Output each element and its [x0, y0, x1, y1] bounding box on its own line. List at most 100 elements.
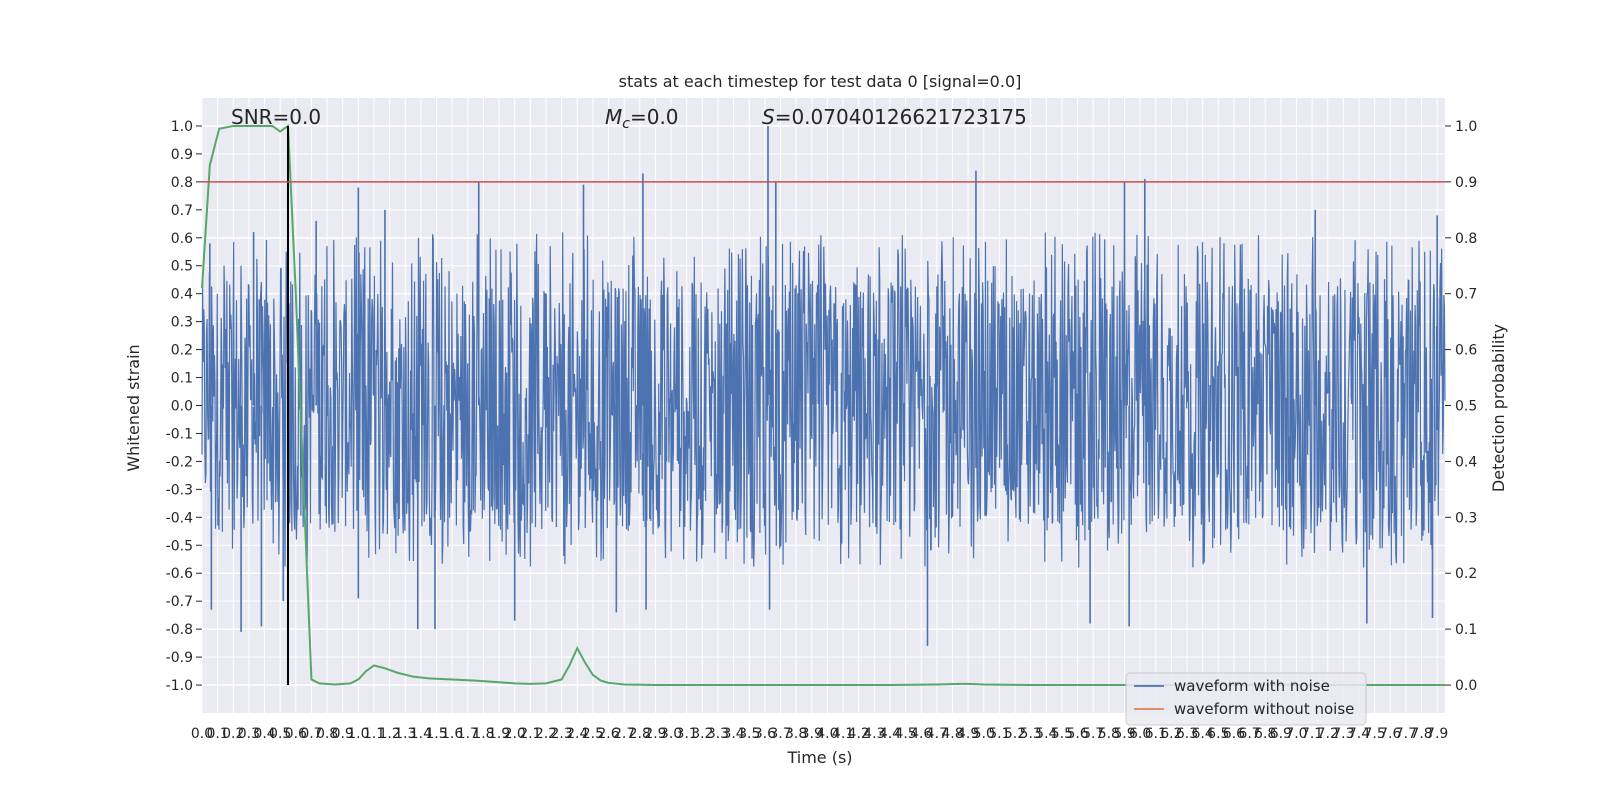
y2-tick-label: 0.3: [1455, 510, 1477, 526]
x-tick-label: 3.0: [660, 726, 682, 742]
x-tick-label: 7.6: [1379, 726, 1401, 742]
y-axis-ticks: 1.0 0.9 0.8 0.7 0.6 0.5 0.4 0.3 0.2 0.1 0.0 -0.1 -0.…: [166, 119, 202, 694]
y2-tick-label: 0.0: [1455, 678, 1477, 694]
x-tick-label: 6.8: [1254, 726, 1276, 742]
x-tick-label: 4.3: [863, 726, 885, 742]
x-tick-label: 7.4: [1348, 726, 1370, 742]
x-tick-label: 7.2: [1317, 726, 1339, 742]
y-tick-label: 0.3: [171, 315, 193, 331]
x-tick-label: 2.6: [597, 726, 619, 742]
x-tick-label: 1.0: [347, 726, 369, 742]
x-tick-label: 2.1: [519, 726, 541, 742]
y-tick-label: 0.8: [171, 175, 193, 191]
y-tick-label: -0.7: [166, 594, 193, 610]
x-tick-label: 0.6: [285, 726, 307, 742]
x-tick-label: 4.6: [910, 726, 932, 742]
x-tick-label: 3.8: [785, 726, 807, 742]
y-tick-label: -1.0: [166, 678, 193, 694]
y-tick-label: 0.5: [171, 259, 193, 275]
y2-tick-label: 1.0: [1455, 119, 1477, 135]
x-tick-label: 6.5: [1207, 726, 1229, 742]
y2-tick-label: 0.2: [1455, 566, 1477, 582]
noise-trace: [201, 232, 1446, 568]
y2-tick-label: 0.9: [1455, 175, 1477, 191]
y-tick-label: -0.5: [166, 538, 193, 554]
x-tick-label: 5.9: [1113, 726, 1135, 742]
x-tick-label: 0.5: [269, 726, 291, 742]
x-tick-label: 4.7: [926, 726, 948, 742]
x-tick-label: 1.6: [441, 726, 463, 742]
y2-tick-label: 0.5: [1455, 399, 1477, 415]
x-tick-label: 2.5: [582, 726, 604, 742]
x-tick-label: 7.1: [1301, 726, 1323, 742]
x-tick-label: 7.9: [1426, 726, 1448, 742]
x-tick-label: 4.9: [957, 726, 979, 742]
x-tick-label: 2.9: [644, 726, 666, 742]
series-waveform-with-noise: [201, 125, 1446, 646]
x-tick-label: 5.2: [1004, 726, 1026, 742]
x-axis-ticks: 0.00.10.20.30.40.50.60.70.80.91.01.11.21…: [191, 726, 1448, 742]
x-tick-label: 0.4: [253, 726, 275, 742]
x-tick-label: 3.2: [691, 726, 713, 742]
y-tick-label: -0.3: [166, 482, 193, 498]
mc-symbol: M: [605, 105, 622, 129]
mc-annotation: Mc=0.0: [605, 105, 679, 132]
x-tick-label: 1.1: [363, 726, 385, 742]
x-tick-label: 5.1: [988, 726, 1010, 742]
x-tick-label: 6.7: [1238, 726, 1260, 742]
legend-label-noise: waveform with noise: [1174, 677, 1330, 695]
x-tick-label: 0.7: [300, 726, 322, 742]
x-tick-label: 3.6: [754, 726, 776, 742]
x-tick-label: 6.9: [1270, 726, 1292, 742]
x-tick-label: 2.8: [629, 726, 651, 742]
x-tick-label: 0.0: [191, 726, 213, 742]
y-tick-label: -0.1: [166, 426, 193, 442]
x-tick-label: 2.0: [504, 726, 526, 742]
y2-axis-ticks: 1.0 0.9 0.8 0.7 0.6 0.5 0.4 0.3 0.2 0.1 0.0: [1445, 119, 1477, 694]
x-tick-label: 3.5: [738, 726, 760, 742]
y-tick-label: 0.7: [171, 203, 193, 219]
y-tick-label: 0.9: [171, 147, 193, 163]
x-tick-label: 4.0: [816, 726, 838, 742]
y-tick-label: -0.2: [166, 454, 193, 470]
x-tick-label: 3.4: [722, 726, 744, 742]
x-tick-label: 5.4: [1035, 726, 1057, 742]
x-tick-label: 5.6: [1066, 726, 1088, 742]
x-tick-label: 5.5: [1051, 726, 1073, 742]
x-tick-label: 4.5: [894, 726, 916, 742]
x-tick-label: 4.1: [832, 726, 854, 742]
x-tick-label: 6.2: [1160, 726, 1182, 742]
x-tick-label: 3.1: [676, 726, 698, 742]
x-tick-label: 0.8: [316, 726, 338, 742]
x-tick-label: 5.3: [1020, 726, 1042, 742]
x-tick-label: 1.2: [378, 726, 400, 742]
x-tick-label: 1.9: [488, 726, 510, 742]
x-tick-label: 2.3: [550, 726, 572, 742]
y-tick-label: -0.6: [166, 566, 193, 582]
y-tick-label: 0.1: [171, 371, 193, 387]
x-tick-label: 0.3: [238, 726, 260, 742]
y2-tick-label: 0.6: [1455, 343, 1477, 359]
x-tick-label: 5.0: [973, 726, 995, 742]
legend: waveform with noise waveform without noi…: [1125, 672, 1367, 726]
x-tick-label: 3.7: [769, 726, 791, 742]
x-tick-label: 1.4: [410, 726, 432, 742]
x-tick-label: 0.1: [207, 726, 229, 742]
x-tick-label: 7.8: [1410, 726, 1432, 742]
x-tick-label: 6.0: [1129, 726, 1151, 742]
mc-subscript: c: [622, 116, 630, 132]
x-tick-label: 1.3: [394, 726, 416, 742]
y-tick-label: -0.9: [166, 650, 193, 666]
x-tick-label: 4.4: [879, 726, 901, 742]
x-tick-label: 6.1: [1145, 726, 1167, 742]
x-tick-label: 3.3: [707, 726, 729, 742]
x-tick-label: 6.4: [1192, 726, 1214, 742]
legend-box: [1125, 672, 1367, 726]
s-symbol: S: [762, 105, 775, 129]
x-tick-label: 7.3: [1332, 726, 1354, 742]
mc-value: =0.0: [630, 105, 679, 129]
legend-label-clean: waveform without noise: [1174, 700, 1354, 718]
y2-tick-label: 0.4: [1455, 454, 1477, 470]
y2-tick-label: 0.8: [1455, 231, 1477, 247]
